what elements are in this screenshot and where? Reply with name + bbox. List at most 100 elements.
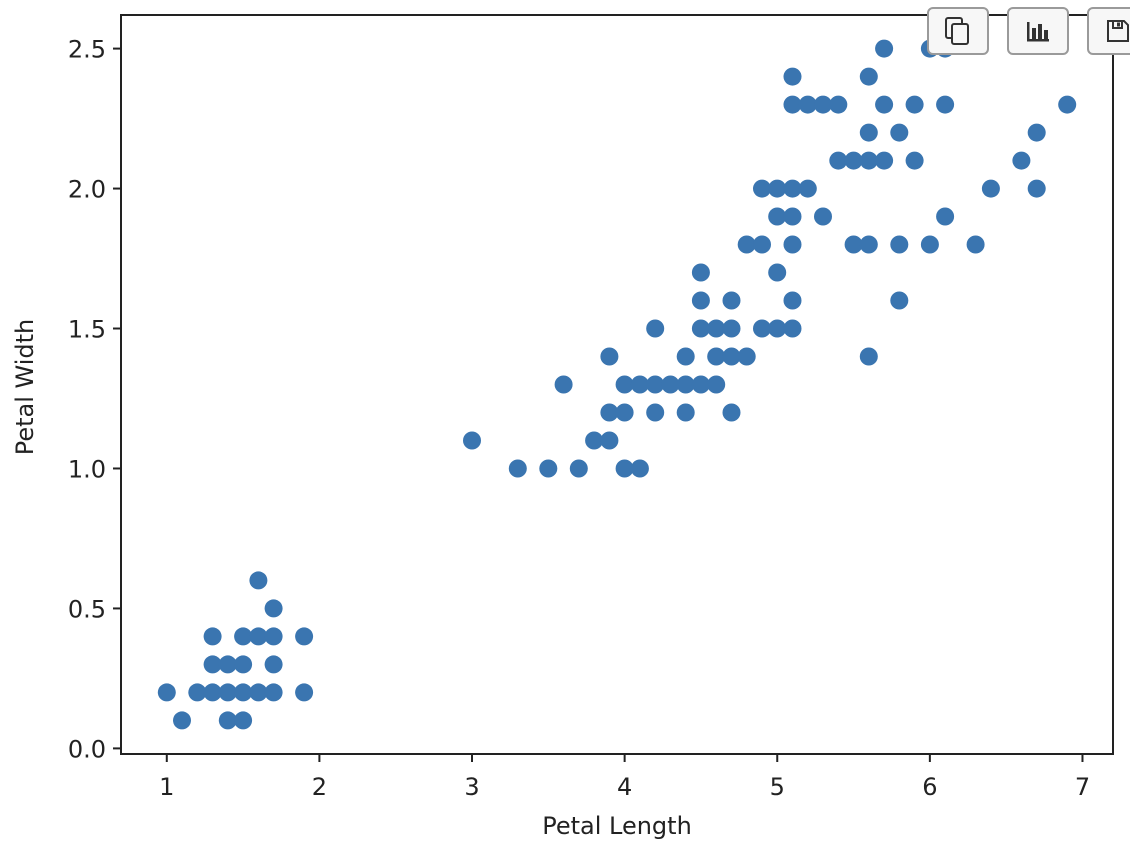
data-point (814, 207, 832, 226)
data-point (264, 683, 283, 702)
data-point (753, 319, 771, 338)
data-point (646, 403, 665, 422)
data-point (600, 431, 619, 450)
data-point (203, 683, 222, 702)
data-point (295, 627, 314, 646)
data-point (905, 151, 924, 170)
y-tick-label: 1.5 (68, 316, 106, 344)
data-point (859, 67, 878, 86)
data-point (630, 375, 649, 394)
data-point (753, 235, 771, 254)
x-tick-label: 3 (464, 773, 479, 801)
data-point (783, 235, 802, 254)
data-point (722, 291, 741, 310)
data-point (844, 151, 863, 170)
copy-button[interactable] (927, 7, 989, 55)
data-point (630, 459, 649, 478)
data-point (768, 179, 787, 198)
data-point (722, 347, 741, 366)
y-tick-label: 0.5 (68, 595, 106, 623)
data-point (707, 319, 726, 338)
y-axis: 0.0 0.5 1.0 1.5 2.0 2.5 (68, 36, 121, 763)
data-point (722, 403, 741, 422)
data-point (829, 95, 848, 114)
data-point (554, 375, 573, 394)
y-axis-title: Petal Width (11, 319, 39, 456)
data-point (890, 291, 909, 310)
data-point (875, 39, 894, 58)
data-point (676, 403, 695, 422)
data-point (249, 683, 268, 702)
data-point (676, 347, 695, 366)
data-point (234, 711, 253, 730)
data-point (218, 683, 237, 702)
data-point (936, 207, 955, 226)
data-point (1027, 179, 1046, 198)
data-point (234, 627, 253, 646)
data-point (859, 347, 878, 366)
copy-icon (945, 17, 969, 45)
data-point (829, 151, 848, 170)
data-point (218, 711, 237, 730)
data-point (1012, 151, 1031, 170)
data-point (249, 571, 268, 590)
data-point (783, 207, 802, 226)
data-point (295, 683, 314, 702)
data-point (722, 319, 741, 338)
data-point (875, 95, 894, 114)
x-tick-label: 5 (770, 773, 785, 801)
data-point (966, 235, 985, 254)
data-point (600, 403, 619, 422)
data-point (737, 235, 756, 254)
x-tick-label: 2 (312, 773, 327, 801)
data-point (890, 235, 909, 254)
data-point (707, 375, 726, 394)
y-tick-label: 2.5 (68, 36, 106, 64)
data-point (707, 347, 726, 366)
y-tick-label: 1.0 (68, 455, 106, 483)
data-point (691, 291, 710, 310)
data-point (646, 375, 665, 394)
data-point (783, 67, 802, 86)
x-tick-label: 1 (159, 773, 174, 801)
data-point (783, 179, 802, 198)
data-point (981, 179, 1000, 198)
data-point (264, 599, 283, 618)
data-point (569, 459, 588, 478)
data-point (798, 179, 817, 198)
data-point (218, 655, 237, 674)
data-point (798, 95, 817, 114)
data-point (920, 235, 939, 254)
data-point (783, 291, 802, 310)
y-tick-label: 0.0 (68, 735, 106, 763)
data-point (264, 655, 283, 674)
bar-chart-button[interactable] (1007, 7, 1069, 55)
x-tick-label: 7 (1075, 773, 1090, 801)
save-icon (1107, 20, 1129, 42)
data-point (1027, 123, 1046, 142)
x-axis-title: Petal Length (542, 812, 692, 840)
data-point (676, 375, 695, 394)
data-point (646, 319, 665, 338)
data-point (463, 431, 481, 450)
data-point (615, 403, 634, 422)
x-tick-label: 6 (922, 773, 937, 801)
x-axis: 1 2 3 4 5 6 7 (159, 754, 1090, 801)
data-point (1058, 95, 1077, 114)
data-point (844, 235, 863, 254)
data-point (234, 683, 253, 702)
data-point (691, 375, 710, 394)
save-button[interactable] (1087, 7, 1130, 55)
data-point (890, 123, 909, 142)
data-point (875, 151, 894, 170)
data-point (600, 347, 619, 366)
data-point (157, 683, 176, 702)
data-point (768, 319, 787, 338)
data-point (508, 459, 527, 478)
data-point (691, 263, 710, 282)
data-point (768, 263, 787, 282)
data-point (936, 95, 955, 114)
data-point (585, 431, 604, 450)
data-point (859, 123, 878, 142)
